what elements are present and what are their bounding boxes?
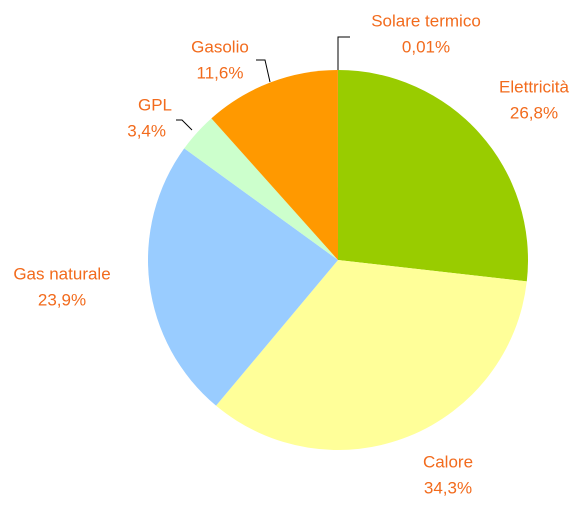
pie-slice	[148, 148, 338, 406]
slice-label: Elettricità	[499, 77, 569, 96]
slice-value-label: 26,8%	[510, 103, 558, 122]
pie-slice	[184, 118, 338, 260]
pie-slice	[211, 70, 338, 261]
slice-value-label: 34,3%	[424, 478, 472, 497]
slice-value-label: 11,6%	[197, 63, 244, 82]
pie-slice	[338, 70, 528, 282]
leader-line	[256, 59, 271, 83]
slice-value-label: 23,9%	[38, 290, 86, 309]
leader-line	[337, 36, 350, 70]
pie-slice	[216, 260, 527, 451]
slice-label: Gas naturale	[13, 264, 110, 283]
slice-label: GPL	[138, 95, 172, 114]
slice-label: Solare termico	[371, 11, 481, 30]
slice-value-label: 3,4%	[127, 121, 166, 140]
slice-value-label: 0,01%	[402, 37, 450, 56]
slice-label: Gasolio	[191, 37, 249, 56]
leader-line	[176, 119, 193, 131]
slice-label: Calore	[423, 452, 473, 471]
